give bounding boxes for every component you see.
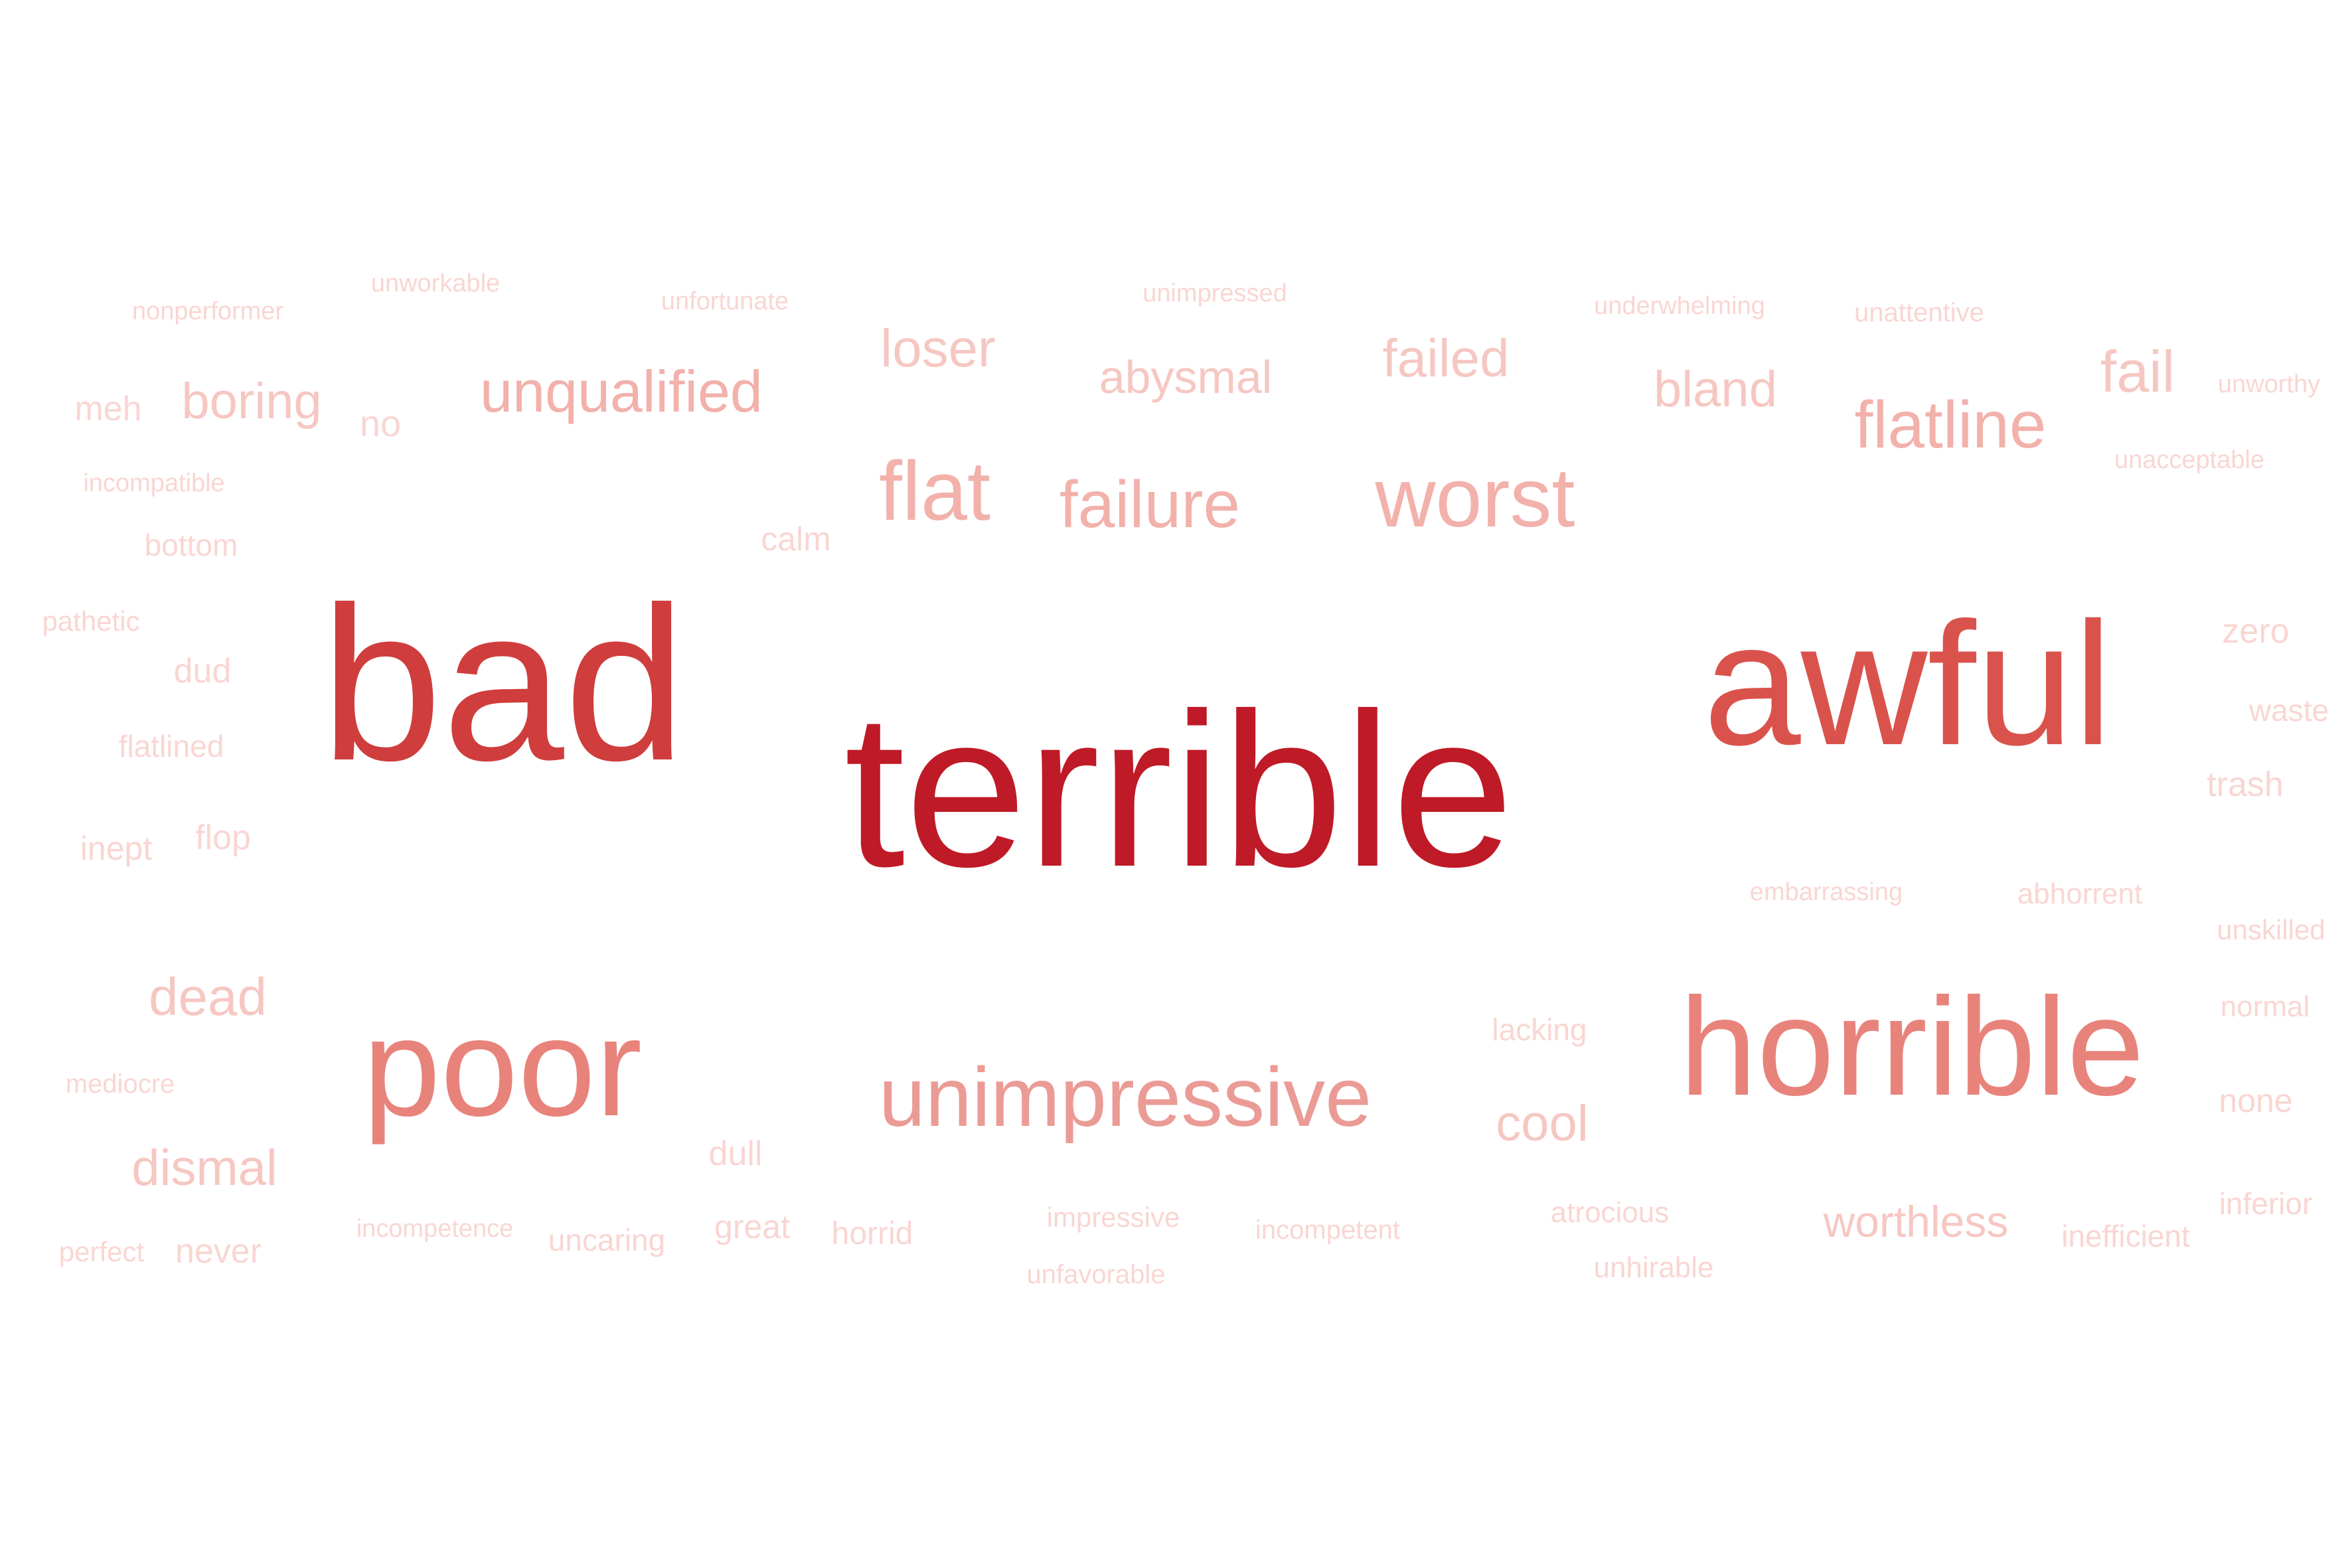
word-inept: inept	[80, 830, 153, 867]
word-unworthy: unworthy	[2217, 370, 2321, 398]
word-perfect: perfect	[58, 1236, 145, 1267]
word-dud: dud	[173, 652, 232, 690]
word-inferior: inferior	[2219, 1186, 2313, 1221]
word-lacking: lacking	[1492, 1012, 1587, 1047]
word-atrocious: atrocious	[1550, 1196, 1670, 1229]
word-flatlined: flatlined	[118, 729, 224, 763]
word-normal: normal	[2220, 990, 2310, 1023]
word-trash: trash	[2207, 765, 2284, 804]
word-underwhelming: underwhelming	[1594, 292, 1765, 320]
word-no: no	[359, 402, 402, 444]
word-unacceptable: unacceptable	[2114, 446, 2265, 474]
word-unskilled: unskilled	[2217, 914, 2325, 945]
word-nonperformer: nonperformer	[131, 297, 284, 325]
word-none: none	[2219, 1082, 2293, 1119]
word-incompatible: incompatible	[83, 469, 225, 497]
word-meh: meh	[74, 390, 142, 428]
word-awful: awful	[1703, 586, 2113, 781]
word-poor: poor	[362, 989, 643, 1145]
word-terrible: terrible	[844, 667, 1514, 912]
word-bland: bland	[1654, 361, 1777, 418]
word-pathetic: pathetic	[42, 605, 140, 637]
word-abysmal: abysmal	[1099, 351, 1273, 403]
word-horrid: horrid	[831, 1216, 913, 1251]
word-embarrassing: embarrassing	[1749, 878, 1903, 906]
word-unworkable: unworkable	[370, 270, 501, 297]
word-incompetence: incompetence	[356, 1215, 514, 1243]
word-loser: loser	[880, 319, 996, 378]
word-abhorrent: abhorrent	[2017, 878, 2143, 910]
word-bad: bad	[320, 561, 686, 806]
word-dismal: dismal	[131, 1140, 277, 1196]
word-incompetent: incompetent	[1255, 1215, 1400, 1245]
word-unattentive: unattentive	[1854, 298, 1984, 327]
word-fail: fail	[2100, 339, 2175, 404]
word-zero: zero	[2222, 612, 2290, 651]
word-impressive: impressive	[1046, 1202, 1180, 1233]
word-bottom: bottom	[144, 528, 238, 562]
word-worst: worst	[1375, 451, 1575, 544]
word-unqualified: unqualified	[480, 358, 763, 424]
word-dull: dull	[708, 1135, 763, 1173]
word-failed: failed	[1382, 329, 1510, 388]
word-flop: flop	[195, 819, 251, 857]
word-flatline: flatline	[1854, 388, 2047, 462]
word-great: great	[714, 1208, 790, 1245]
word-flat: flat	[878, 444, 991, 538]
word-horrible: horrible	[1679, 969, 2145, 1125]
word-failure: failure	[1059, 467, 1241, 542]
word-dead: dead	[149, 967, 267, 1026]
word-unimpressive: unimpressive	[878, 1050, 1372, 1144]
word-uncaring: uncaring	[548, 1223, 666, 1257]
word-waste: waste	[2248, 693, 2329, 728]
word-unhirable: unhirable	[1593, 1251, 1714, 1284]
word-mediocre: mediocre	[65, 1069, 175, 1099]
word-unimpressed: unimpressed	[1142, 279, 1287, 307]
word-unfortunate: unfortunate	[661, 287, 789, 315]
word-cool: cool	[1496, 1095, 1589, 1152]
word-never: never	[175, 1232, 262, 1271]
word-worthless: worthless	[1823, 1197, 2009, 1246]
word-inefficient: inefficient	[2061, 1219, 2190, 1253]
word-calm: calm	[761, 520, 831, 558]
word-boring: boring	[181, 373, 322, 430]
word-unfavorable: unfavorable	[1026, 1260, 1166, 1289]
